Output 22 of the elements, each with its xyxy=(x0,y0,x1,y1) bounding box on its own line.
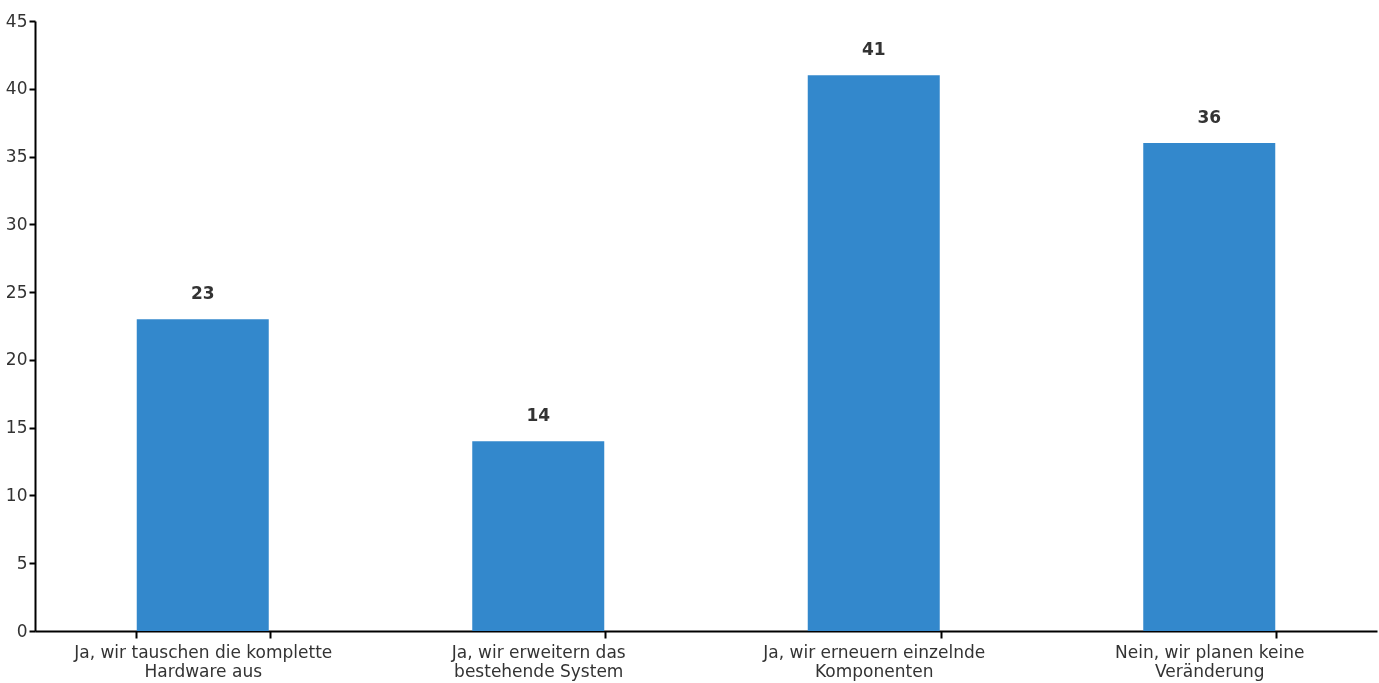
y-tick-label: 5 xyxy=(16,552,28,573)
y-tick-label: 0 xyxy=(16,620,28,641)
data-label: 36 xyxy=(1197,107,1222,127)
bar xyxy=(472,441,605,631)
bar xyxy=(136,319,269,631)
x-tick-label: Ja, wir erweitern das bestehende System xyxy=(450,641,626,681)
x-tick-label: Ja, wir tauschen die komplette Hardware aus xyxy=(73,641,333,681)
x-tick-label: Nein, wir planen keine Veränderung xyxy=(1115,641,1305,681)
y-tick-label: 45 xyxy=(5,10,28,31)
bar xyxy=(807,75,940,631)
y-tick-label: 25 xyxy=(5,281,28,302)
y-tick-label: 40 xyxy=(5,78,28,99)
y-tick-label: 10 xyxy=(5,484,28,505)
x-tick-label: Ja, wir erneuern einzelnde Komponenten xyxy=(762,641,986,681)
data-label: 14 xyxy=(526,405,551,426)
data-label: 41 xyxy=(861,39,886,60)
bar xyxy=(1143,143,1276,631)
y-tick-label: 30 xyxy=(5,213,28,234)
y-tick-label: 15 xyxy=(5,417,28,438)
y-tick-label: 35 xyxy=(5,146,28,167)
data-label: 23 xyxy=(190,283,215,304)
y-tick-label: 20 xyxy=(5,349,28,370)
